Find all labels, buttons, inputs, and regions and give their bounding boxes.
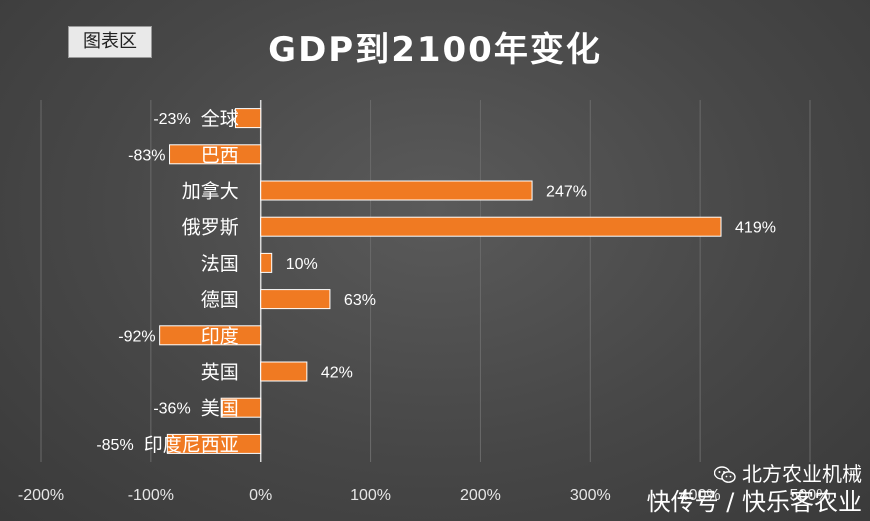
data-label: -85% [96,437,133,454]
data-label: 419% [735,220,776,237]
x-tick-label: -200% [18,487,64,504]
category-label: 巴西 [201,144,239,166]
x-tick-label: -100% [128,487,174,504]
bar [159,325,262,346]
bar [260,180,533,201]
x-tick-label: 300% [570,487,611,504]
x-tick-label: 0% [249,487,272,504]
x-axis-ticks: -200% -100% 0% 100% 200% 300% 400% 500% [18,487,831,504]
data-label: 10% [286,256,318,273]
x-tick-label: 100% [350,487,391,504]
bars [159,108,722,454]
bar [220,397,262,418]
data-label: -92% [118,328,155,345]
category-label: 印度尼西亚 [144,434,239,456]
gridlines [40,100,811,462]
data-label: 247% [546,184,587,201]
category-label: 法国 [201,253,239,275]
x-tick-label: 400% [680,487,721,504]
bar [166,433,262,454]
bar [169,144,262,165]
category-label: 全球 [201,108,239,130]
category-label: 德国 [201,289,239,311]
chart-title: GDP到2100年变化 [268,30,602,70]
data-label: -23% [153,111,190,128]
category-label: 英国 [201,362,239,384]
category-label: 印度 [201,325,239,347]
labels: 全球 -23% 巴西 -83% 加拿大 247% 俄罗斯 419% 法国 10% 德国 63% 印度 -9… [96,108,776,456]
data-label: 42% [321,365,353,382]
bar [260,361,308,382]
x-tick-label: 500% [790,487,831,504]
bar [234,108,262,129]
watermark-line2: 快传号 / 快乐客农业 [646,488,862,516]
bar [260,289,331,310]
data-label: -36% [153,401,190,418]
bar [260,252,273,273]
chart-area-tag: 图表区 [68,26,152,58]
data-label: -83% [128,147,165,164]
data-label: 63% [344,292,376,309]
bar [260,216,722,237]
category-label: 加拿大 [182,180,239,203]
category-label: 美国 [201,398,239,420]
watermark-account: 北方农业机械 [647,461,862,487]
x-tick-label: 200% [460,487,501,504]
category-label: 俄罗斯 [182,217,239,239]
watermark-line1: 北方农业机械 [742,462,862,486]
wechat-icon [714,466,736,483]
watermark: 北方农业机械 快传号 / 快乐客农业 [647,461,862,517]
